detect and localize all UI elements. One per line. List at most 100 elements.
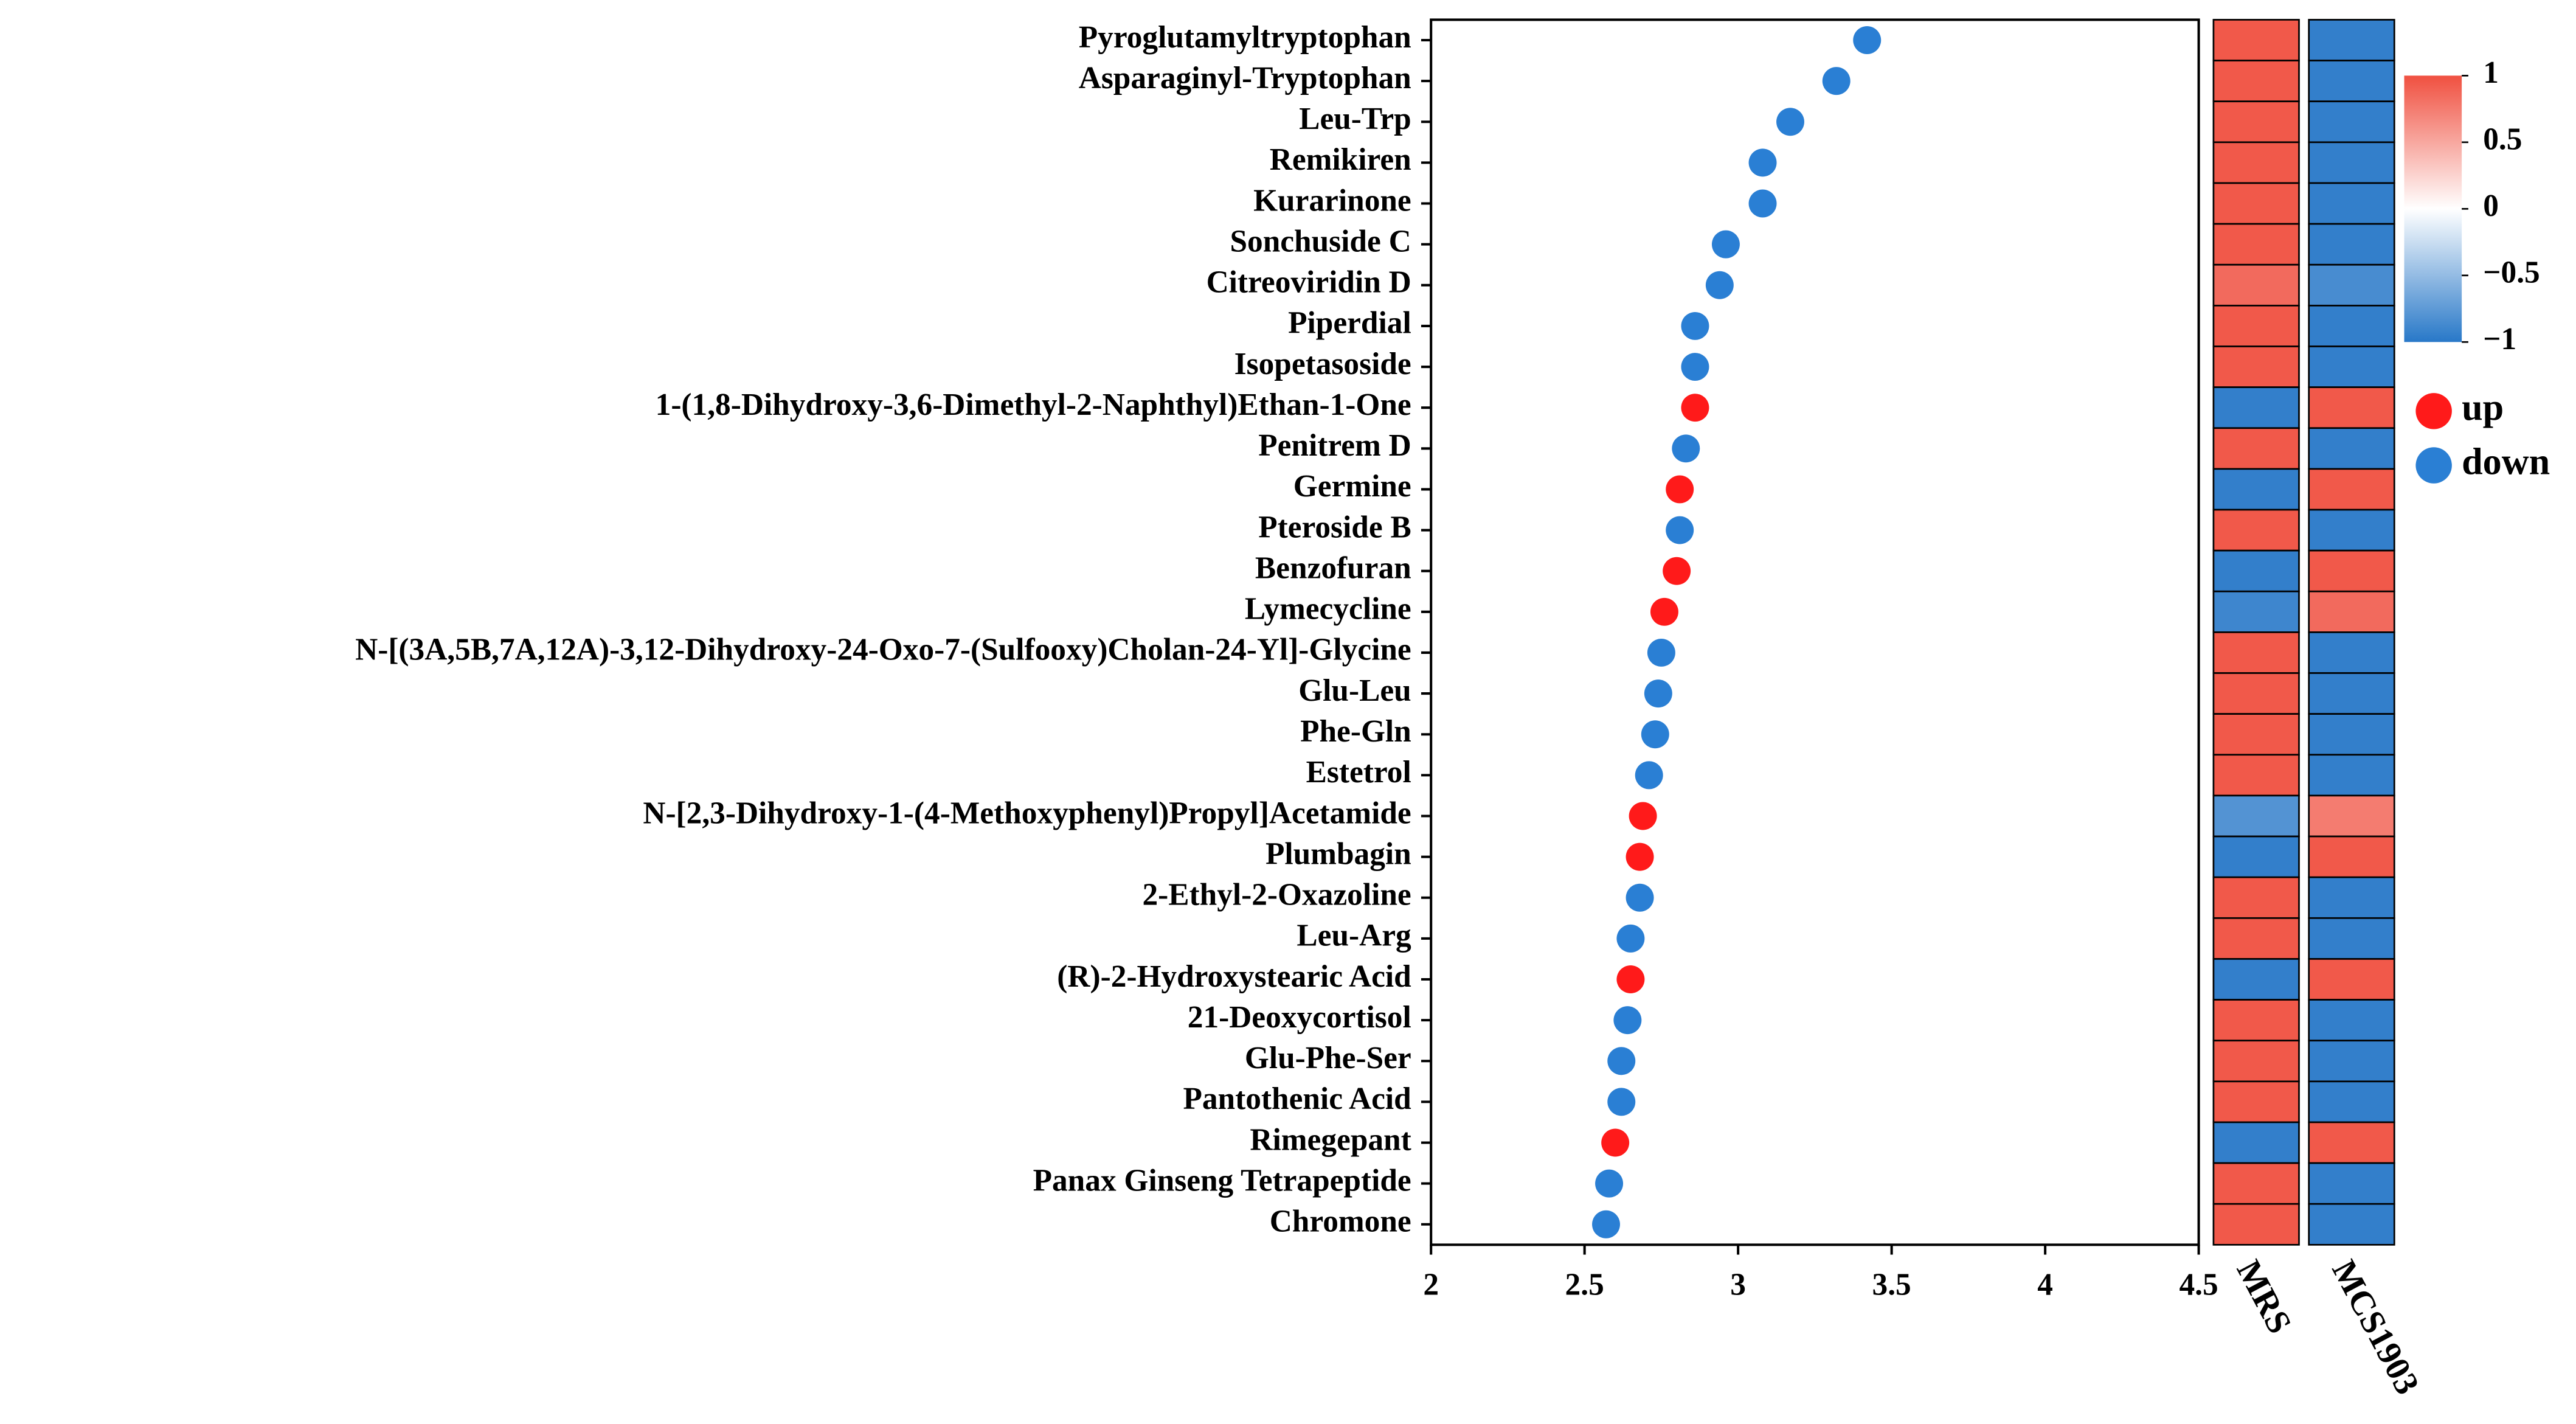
heatmap-cell [2212,468,2300,511]
colorbar-tick-label: −0.5 [2483,255,2540,290]
heatmap-cell [2212,631,2300,674]
heatmap-cell [2212,346,2300,388]
heatmap-cell [2308,1203,2395,1246]
dot [1776,108,1804,136]
dot [1822,67,1851,96]
dot [1607,1047,1636,1075]
heatmap-cell [2212,876,2300,919]
y-tick-label: (R)-2-Hydroxystearic Acid [1057,959,1411,994]
heatmap-cell [2308,304,2395,347]
dot [1666,516,1694,544]
x-tick-label: 2.5 [1565,1267,1604,1302]
dot [1616,965,1645,993]
heatmap-cell [2308,794,2395,838]
y-tick-label: Sonchuside C [1230,224,1411,259]
dot [1672,434,1700,463]
heatmap-cell [2308,1040,2395,1083]
dot [1626,842,1654,871]
y-tick-label: 21-Deoxycortisol [1188,1000,1411,1035]
heatmap-cell [2308,1121,2395,1164]
dot [1681,353,1709,381]
y-tick-label: Pyroglutamyltryptophan [1079,20,1411,55]
dot [1607,1088,1636,1116]
heatmap-cell [2308,754,2395,797]
y-tick-label: Plumbagin [1265,836,1411,871]
y-tick-label: Asparaginyl-Tryptophan [1079,61,1411,96]
heatmap-cell [2308,1162,2395,1205]
heatmap-cell [2212,549,2300,592]
colorbar-tick-label: 0.5 [2483,122,2522,157]
y-tick-label: Pantothenic Acid [1183,1082,1411,1116]
heatmap-cell [2308,999,2395,1042]
heatmap-cell [2308,427,2395,470]
dot [1616,924,1645,953]
dot [1748,148,1777,177]
heatmap-cell [2212,713,2300,756]
heatmap-cell [2308,60,2395,103]
heatmap-cell [2308,509,2395,552]
y-tick-label: Glu-Leu [1298,673,1411,708]
y-tick-label: Remikiren [1270,142,1411,177]
heatmap-column-label: MCS1903 [2324,1254,2426,1400]
x-tick-label: 3 [1730,1267,1746,1302]
heatmap-cell [2212,19,2300,61]
heatmap-cell [2212,590,2300,633]
plot-frame [1430,18,2200,1246]
dot [1853,26,1882,54]
colorbar [2404,75,2462,342]
heatmap-cell [2212,304,2300,347]
dot [1644,679,1672,708]
heatmap-cell [2308,182,2395,225]
y-tick-label: Kurarinone [1253,183,1411,218]
y-tick-label: Phe-Gln [1300,714,1411,749]
x-tick-label: 4.5 [2179,1267,2218,1302]
heatmap-cell [2308,672,2395,715]
y-tick-label: Lymecycline [1245,592,1411,627]
y-tick-label: Isopetasoside [1234,347,1411,381]
heatmap-cell [2308,386,2395,429]
legend-marker [2415,393,2452,429]
heatmap-cell [2212,672,2300,715]
dot [1595,1169,1624,1198]
dot [1629,802,1657,830]
y-tick-label: Benzofuran [1255,550,1411,585]
heatmap-cell [2212,917,2300,960]
legend-label: up [2462,387,2504,428]
y-tick-label: Citreoviridin D [1207,265,1411,300]
heatmap-cell [2308,835,2395,878]
heatmap-cell [2308,263,2395,307]
y-tick-label: Pteroside B [1258,510,1411,544]
dot [1711,230,1740,259]
heatmap-cell [2308,917,2395,960]
heatmap-cell [2212,223,2300,266]
dot [1663,557,1691,585]
heatmap-cell [2212,835,2300,878]
x-tick-label: 2 [1423,1267,1439,1302]
y-tick-label: Glu-Phe-Ser [1245,1041,1411,1075]
heatmap-cell [2308,958,2395,1001]
heatmap-cell [2212,141,2300,184]
heatmap-cell [2212,386,2300,429]
legend-label: down [2462,441,2550,482]
dot [1647,638,1675,667]
y-tick-label: Piperdial [1288,306,1411,341]
heatmap-cell [2308,713,2395,756]
heatmap-cell [2212,1121,2300,1164]
heatmap-cell [2212,1162,2300,1205]
y-tick-label: Rimegepant [1250,1122,1411,1157]
heatmap-cell [2308,19,2395,61]
heatmap-cell [2212,999,2300,1042]
heatmap-cell [2308,631,2395,674]
heatmap-cell [2308,346,2395,388]
heatmap-cell [2308,590,2395,633]
dot [1748,189,1777,218]
heatmap-cell [2308,141,2395,184]
heatmap-cell [2212,754,2300,797]
y-tick-label: 2-Ethyl-2-Oxazoline [1143,878,1411,912]
heatmap-cell [2212,1203,2300,1246]
heatmap-cell [2212,958,2300,1001]
y-tick-label: Estetrol [1306,755,1411,790]
dot [1601,1128,1630,1157]
heatmap-cell [2308,100,2395,144]
